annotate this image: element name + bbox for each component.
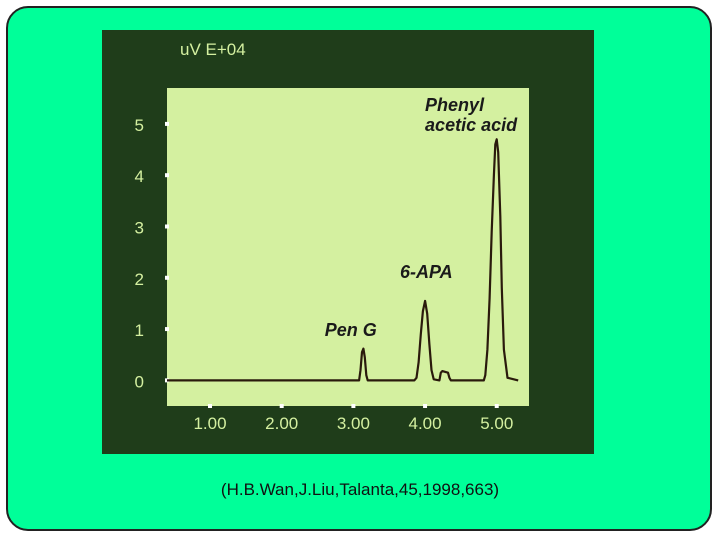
chromatogram-trace [167,138,519,382]
y-tick-mark [165,173,169,178]
x-tick-mark [279,404,284,408]
y-tick-mark [165,327,169,332]
x-tick-label: 1.00 [193,414,226,433]
y-tick-label: 3 [135,218,144,237]
y-tick-label: 2 [135,270,144,289]
y-tick-label: 0 [135,372,144,391]
peak-label: acetic acid [425,115,518,135]
peak-label: Phenyl [425,95,485,115]
x-tick-mark [208,404,213,408]
x-tick-label: 5.00 [480,414,513,433]
citation-caption: (H.B.Wan,J.Liu,Talanta,45,1998,663) [220,480,500,499]
x-tick-label: 3.00 [337,414,370,433]
peak-label: 6-APA [400,262,453,282]
x-tick-mark [423,404,428,408]
peak-label: Pen G [325,320,377,340]
y-tick-mark [165,121,169,126]
plot-area [167,88,529,406]
y-tick-mark [165,275,169,280]
y-axis-unit-label: uV E+04 [180,40,246,59]
y-tick-label: 1 [135,321,144,340]
x-tick-label: 4.00 [409,414,442,433]
y-tick-mark [165,224,169,229]
y-tick-label: 4 [135,167,144,186]
x-tick-mark [494,404,499,408]
y-tick-label: 5 [135,116,144,135]
chromatogram-chart: uV E+04 0 1 2 3 4 5 1.00 2.00 3.00 4.00 5.00 Phen… [102,30,594,454]
chart-svg: uV E+04 0 1 2 3 4 5 1.00 2.00 3.00 4.00 5.00 Phen… [102,30,594,454]
x-tick-label: 2.00 [265,414,298,433]
x-tick-mark [351,404,356,408]
